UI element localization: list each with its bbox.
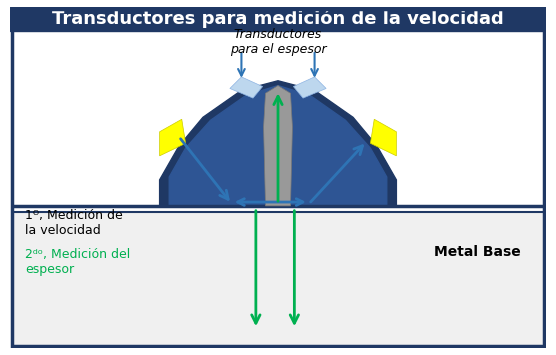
Polygon shape [264,86,292,206]
Polygon shape [294,77,326,98]
Text: Metal Base: Metal Base [434,245,520,259]
Bar [13,212,543,345]
Text: Transductores
para el espesor: Transductores para el espesor [230,28,326,56]
Polygon shape [160,119,186,156]
Polygon shape [160,81,396,206]
Text: 1ᴼ, Medición de
la velocidad: 1ᴼ, Medición de la velocidad [25,209,123,237]
Polygon shape [169,86,387,206]
Polygon shape [370,119,396,156]
Polygon shape [230,77,262,98]
Bar [11,7,545,31]
Text: Transductores para medición de la velocidad: Transductores para medición de la veloci… [52,10,504,28]
Text: 2ᵈᵒ, Medición del
espesor: 2ᵈᵒ, Medición del espesor [25,248,130,276]
